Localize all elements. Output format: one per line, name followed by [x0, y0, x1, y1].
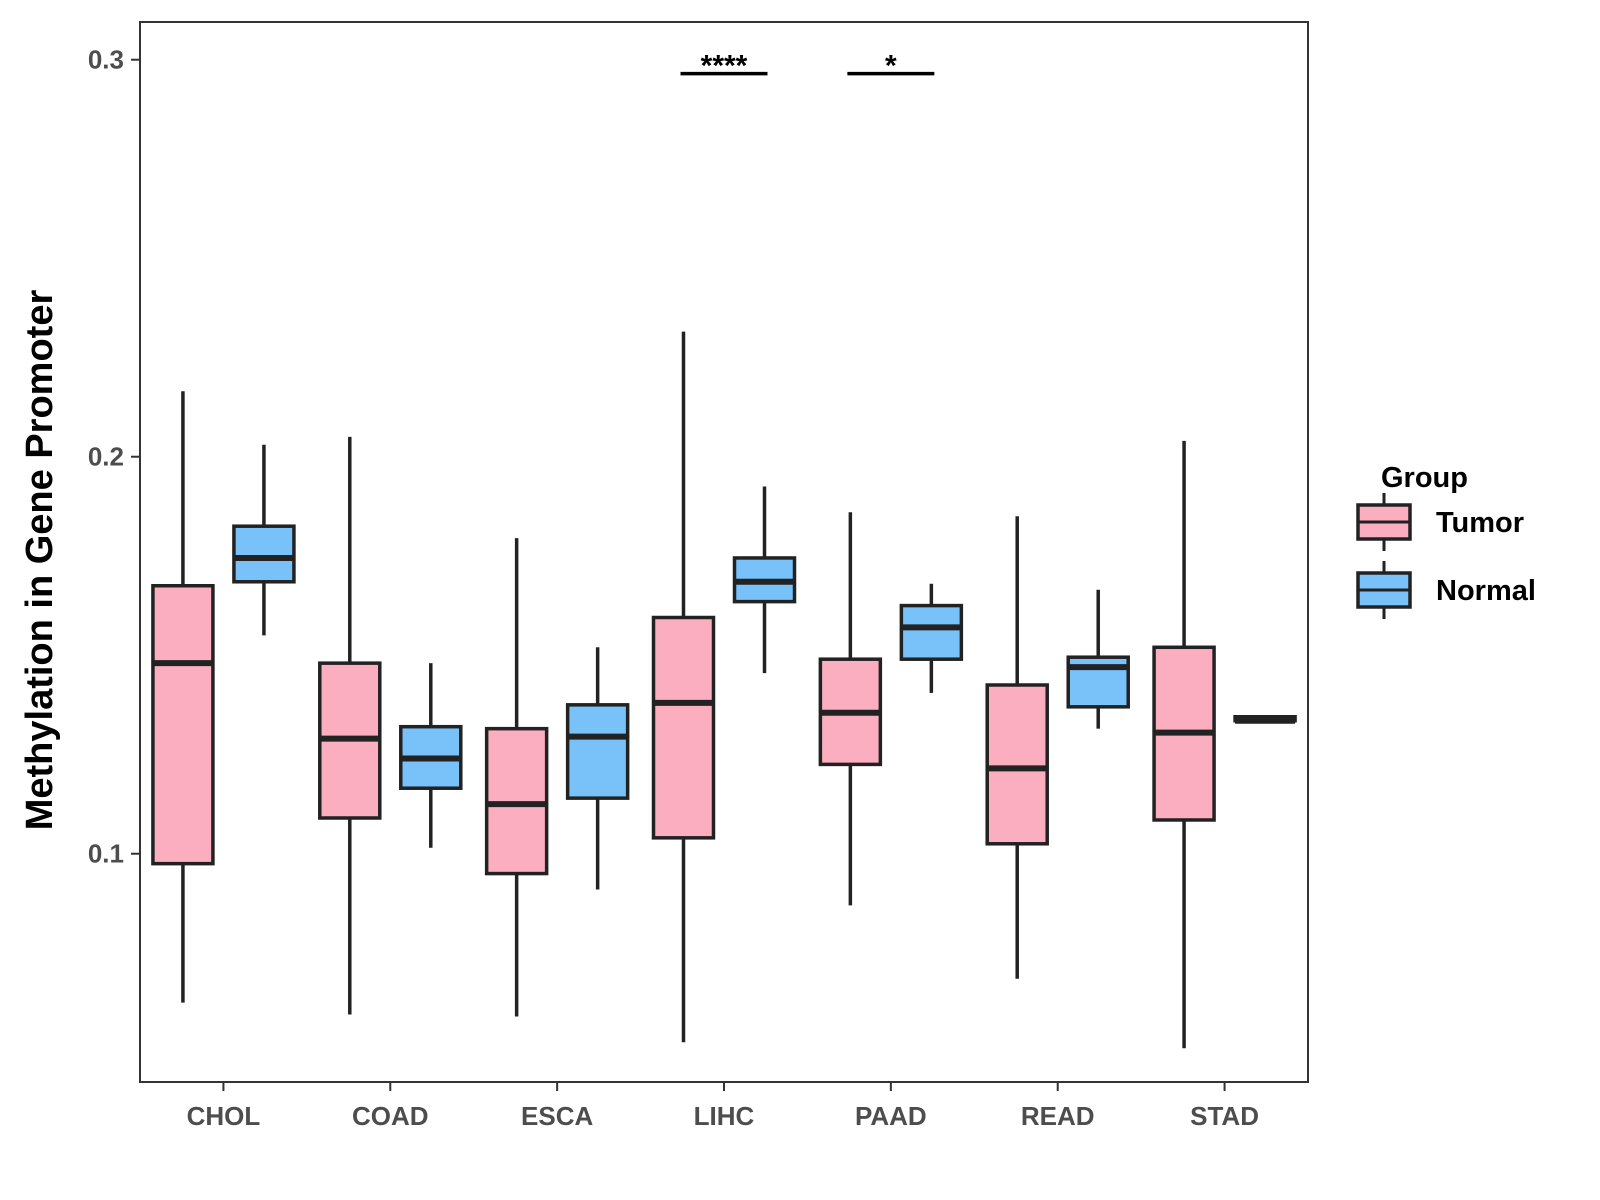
x-tick-label: PAAD [855, 1101, 927, 1131]
box-tumor-chol [151, 391, 215, 1003]
legend-label-normal: Normal [1436, 575, 1536, 607]
box-tumor-esca [484, 538, 549, 1017]
x-tick-label: STAD [1190, 1101, 1259, 1131]
box-iqr [565, 703, 630, 800]
box-tumor-lihc [651, 331, 716, 1043]
box-iqr [651, 615, 716, 840]
x-tick-label: COAD [352, 1101, 429, 1131]
x-tick-label: READ [1021, 1101, 1095, 1131]
x-tick-label: CHOL [187, 1101, 261, 1131]
plot-border [139, 21, 1309, 1083]
legend-title: Group [1381, 462, 1468, 494]
legend-label-tumor: Tumor [1436, 507, 1524, 539]
box-normal-coad [399, 663, 463, 848]
x-tick-label: LIHC [694, 1101, 755, 1131]
box-iqr [232, 524, 296, 584]
box-tumor-coad [318, 436, 382, 1015]
box-normal-esca [565, 647, 630, 890]
y-axis-title: Methylation in Gene Promoter [19, 290, 61, 831]
box-tumor-stad [1152, 440, 1216, 1049]
box-normal-chol [232, 444, 296, 636]
x-tick-label: ESCA [521, 1101, 593, 1131]
box-iqr [899, 603, 964, 661]
box-normal-stad [1233, 715, 1297, 724]
box-tumor-read [985, 516, 1049, 979]
box-normal-lihc [732, 486, 797, 674]
significance-label: **** [701, 50, 748, 83]
y-tick-label: 0.3 [88, 45, 124, 75]
box-normal-read [1066, 589, 1130, 729]
box-normal-paad [899, 583, 964, 693]
box-iqr [151, 583, 215, 866]
y-tick-label: 0.1 [88, 839, 124, 869]
legend-key-normal [1356, 561, 1412, 619]
legend: Group Tumor Normal [1356, 462, 1536, 619]
y-tick-label: 0.2 [88, 442, 124, 472]
box-iqr [985, 683, 1049, 846]
significance-label: * [885, 50, 897, 83]
box-tumor-paad [818, 512, 883, 906]
legend-key-tumor [1356, 493, 1412, 551]
